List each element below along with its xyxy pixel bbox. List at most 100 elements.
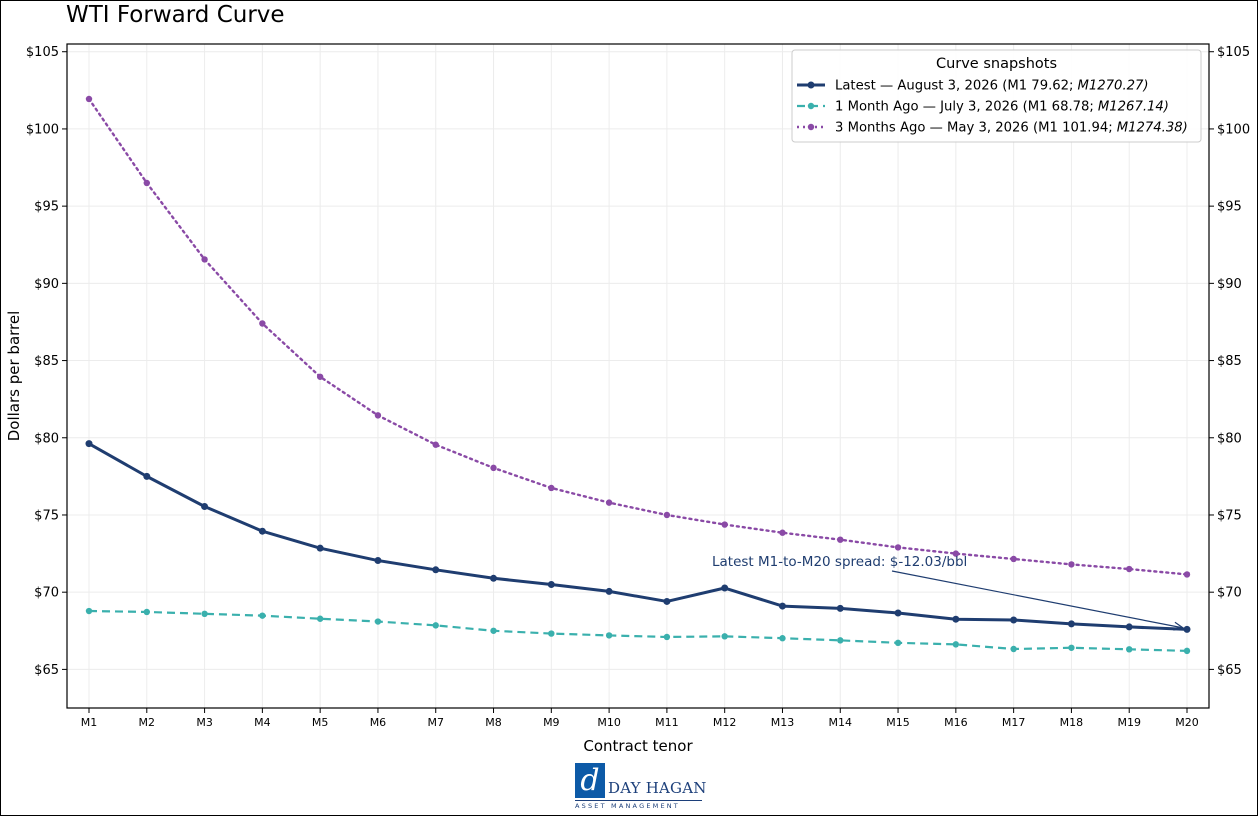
data-point [1183,647,1191,655]
legend-marker [807,123,815,131]
day-hagan-logo: d DAY HAGAN ASSET MANAGEMENT [575,763,706,810]
axes: $65 $65 $70 $70 $75 $75 $80 $80 $85 $85 $90 $90 $95 $… [5,43,1250,755]
data-point [85,95,93,103]
data-point [1067,620,1075,628]
x-tick-label: M6 [370,716,387,729]
data-point [374,618,382,625]
x-tick-label: M19 [1117,716,1141,729]
data-point [201,610,208,618]
series-layer [85,95,1191,655]
data-point [1010,616,1018,624]
data-point [1126,646,1133,653]
data-point [85,607,93,615]
legend: Curve snapshots Latest — August 3, 2026 (… [791,49,1202,143]
data-point [1183,571,1191,578]
legend-label-main: Latest — August 3, 2026 (M1 79.62; [835,79,1074,94]
data-point [490,464,497,472]
plot-area [66,43,1210,709]
y-tick-label-right: $105 [1217,45,1250,60]
data-point [201,256,208,263]
legend-item: 3 Months Ago — May 3, 2026 (M1 101.94; M1… [797,121,1188,136]
x-tick-label: M3 [196,716,213,729]
data-point [259,320,266,327]
data-point [837,637,844,644]
y-tick-label-left: $105 [26,45,59,60]
y-tick-label-right: $70 [1217,586,1242,601]
x-tick-label: M1 [81,716,98,729]
x-tick-label: M12 [713,716,737,729]
x-tick-label: M16 [944,716,968,729]
x-tick-label: M11 [655,716,679,729]
legend-label-m12: M1267.14) [1098,100,1169,115]
x-tick-label: M17 [1002,716,1026,729]
legend-item: 1 Month Ago — July 3, 2026 (M1 68.78; M12… [797,100,1169,115]
y-tick-label-right: $65 [1217,663,1242,678]
annotation-layer: Latest M1-to-M20 spread: $-12.03/bbl [712,554,1185,631]
data-point [259,612,266,619]
data-point [1010,555,1017,563]
data-point [836,604,844,612]
x-tick-label: M15 [886,716,910,729]
data-point [952,615,960,623]
data-point [432,622,439,629]
data-point [432,566,440,574]
y-tick-label-right: $85 [1217,354,1242,369]
y-tick-label-left: $75 [34,508,59,523]
x-tick-label: M5 [312,716,329,729]
y-axis-label: Dollars per barrel [5,311,23,442]
annotation-arrow-head [1173,621,1185,631]
data-point [1068,561,1075,568]
legend-label-m12: M1270.27) [1078,79,1149,94]
y-tick-label-left: $85 [34,354,59,369]
x-tick-label: M14 [829,716,853,729]
legend-box [791,49,1202,143]
legend-title: Curve snapshots [936,56,1057,72]
legend-label: Latest — August 3, 2026 (M1 79.62; M1270.… [835,79,1149,94]
data-point [721,633,728,640]
data-point [316,373,324,380]
legend-label: 1 Month Ago — July 3, 2026 (M1 68.78; M12… [835,100,1169,115]
y-tick-label-right: $95 [1217,200,1242,215]
data-point [1068,644,1075,651]
x-tick-label: M2 [139,716,156,729]
data-point [143,472,151,480]
x-tick-label: M4 [254,716,271,729]
data-point [952,550,960,557]
data-point [548,630,555,637]
annotation-text: Latest M1-to-M20 spread: $-12.03/bbl [712,554,967,570]
data-point [605,499,613,506]
data-point [548,484,555,492]
data-point [837,536,844,543]
data-point [374,412,382,419]
annotation-arrow-line [891,570,1184,629]
x-tick-label: M9 [543,716,560,729]
data-point [721,521,728,528]
data-point [1126,565,1133,573]
series-line [88,442,1188,631]
y-tick-label-left: $90 [34,277,59,292]
data-point [663,597,671,605]
x-tick-label: M20 [1175,716,1199,729]
data-point [894,609,902,617]
data-point [143,179,150,187]
legend-label: 3 Months Ago — May 3, 2026 (M1 101.94; M1… [835,121,1188,136]
x-tick-label: M10 [597,716,621,729]
series-one-month-ago [85,607,1191,655]
data-point [316,544,324,552]
data-point [605,587,613,595]
data-point [1010,645,1017,653]
legend-item: Latest — August 3, 2026 (M1 79.62; M1270.… [797,79,1149,94]
data-point [779,529,786,536]
data-point [316,615,324,622]
legend-marker [807,81,815,89]
data-point [201,502,209,510]
data-point [894,639,902,647]
data-point [1125,623,1133,631]
legend-label-m12: M1274.38) [1117,121,1188,136]
x-tick-label: M13 [771,716,795,729]
y-tick-label-left: $65 [34,663,59,678]
data-point [85,440,93,448]
y-tick-label-right: $90 [1217,277,1242,292]
x-tick-label: M18 [1060,716,1084,729]
